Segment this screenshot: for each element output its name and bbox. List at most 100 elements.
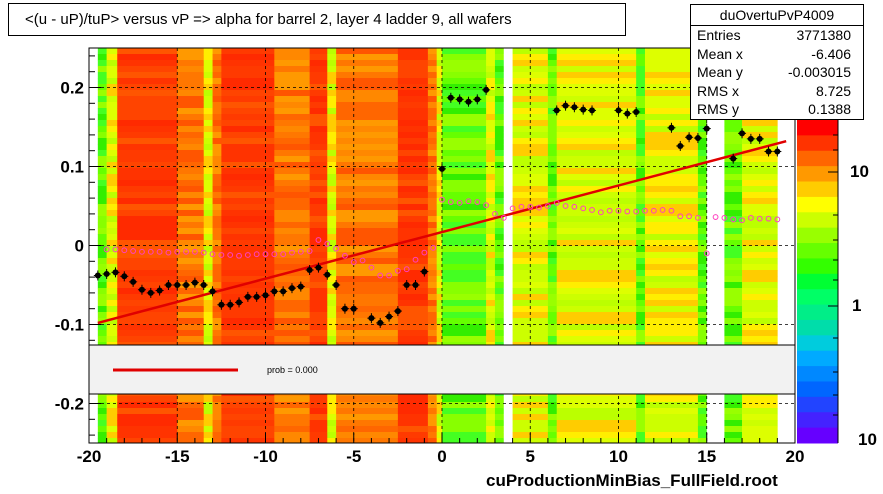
open-marker bbox=[774, 216, 781, 223]
heatmap-cell bbox=[106, 78, 118, 85]
heatmap-cell bbox=[742, 414, 778, 421]
heatmap-cell bbox=[436, 252, 443, 259]
heatmap-cell bbox=[106, 246, 118, 253]
heatmap-cell bbox=[486, 174, 496, 181]
heatmap-cell bbox=[636, 312, 646, 319]
heatmap-cell bbox=[494, 132, 505, 139]
heatmap-cell bbox=[547, 180, 558, 187]
open-marker bbox=[289, 249, 295, 256]
heatmap-cell bbox=[697, 438, 708, 444]
heatmap-cell bbox=[706, 426, 725, 433]
heatmap-cell bbox=[644, 102, 699, 109]
heatmap-cell bbox=[221, 216, 275, 223]
heatmap-cell bbox=[742, 186, 778, 193]
heatmap-cell bbox=[547, 144, 558, 151]
heatmap-cell bbox=[221, 126, 275, 133]
heatmap-cell bbox=[212, 252, 222, 259]
profile-point bbox=[209, 288, 216, 295]
heatmap-cell bbox=[742, 246, 778, 253]
heatmap-cell bbox=[97, 174, 107, 181]
x-tick-label: -5 bbox=[346, 447, 361, 466]
heatmap-cell bbox=[706, 264, 725, 271]
heatmap-cell bbox=[309, 168, 328, 175]
heatmap-cell bbox=[327, 318, 337, 325]
heatmap-cell bbox=[512, 180, 549, 187]
heatmap-cell bbox=[97, 72, 107, 79]
heatmap-cell bbox=[336, 234, 399, 241]
heatmap-cell bbox=[442, 240, 487, 247]
heatmap-cell bbox=[442, 126, 487, 133]
heatmap-cell bbox=[636, 276, 646, 283]
open-marker bbox=[324, 241, 331, 247]
open-marker-series bbox=[103, 196, 781, 279]
heatmap-cell bbox=[547, 270, 558, 277]
heatmap-cell bbox=[274, 126, 310, 133]
heatmap-cell bbox=[556, 96, 637, 103]
profile-point bbox=[112, 269, 119, 276]
x-tick-label: 15 bbox=[697, 447, 716, 466]
heatmap-cell bbox=[494, 270, 505, 277]
colorbar-segment bbox=[797, 381, 838, 398]
heatmap-cell bbox=[636, 90, 646, 97]
heatmap-cell bbox=[697, 234, 708, 241]
heatmap-cell bbox=[512, 162, 549, 169]
heatmap-cell bbox=[697, 174, 708, 181]
heatmap-cell bbox=[117, 438, 178, 444]
heatmap-cell bbox=[512, 246, 549, 253]
heatmap-cell bbox=[336, 48, 399, 55]
heatmap-cell bbox=[177, 414, 205, 421]
heatmap-cell bbox=[309, 426, 328, 433]
heatmap-cell bbox=[486, 222, 496, 229]
heatmap-cell bbox=[636, 66, 646, 73]
open-marker bbox=[200, 249, 207, 256]
heatmap-cell bbox=[221, 78, 275, 85]
open-marker bbox=[271, 251, 278, 258]
heatmap-cell bbox=[274, 180, 310, 187]
heatmap-cell bbox=[742, 192, 778, 199]
heatmap-cell bbox=[427, 180, 438, 187]
heatmap-cell bbox=[309, 396, 328, 403]
heatmap-cell bbox=[397, 318, 429, 325]
profile-point bbox=[156, 287, 163, 294]
heatmap-cell bbox=[636, 270, 646, 277]
heatmap-cell bbox=[97, 48, 107, 55]
heatmap-cell bbox=[309, 204, 328, 211]
heatmap-cell bbox=[436, 240, 443, 247]
heatmap-cell bbox=[697, 144, 708, 151]
heatmap-cell bbox=[724, 282, 743, 289]
heatmap-cell bbox=[177, 192, 205, 199]
heatmap-cell bbox=[486, 312, 496, 319]
heatmap-cell bbox=[697, 138, 708, 145]
heatmap-cell bbox=[742, 234, 778, 241]
open-marker bbox=[509, 205, 516, 212]
heatmap-cell bbox=[486, 306, 496, 313]
heatmap-cell bbox=[697, 312, 708, 319]
heatmap-cell bbox=[221, 48, 275, 55]
heatmap-cell bbox=[177, 324, 205, 331]
heatmap-cell bbox=[636, 138, 646, 145]
heatmap-cell bbox=[556, 408, 637, 415]
heatmap-cell bbox=[336, 192, 399, 199]
heatmap-cell bbox=[742, 180, 778, 187]
heatmap-cell bbox=[486, 420, 496, 427]
heatmap-cell bbox=[427, 54, 438, 61]
heatmap-cell bbox=[547, 252, 558, 259]
profile-point bbox=[421, 268, 428, 275]
heatmap-cell bbox=[309, 174, 328, 181]
heatmap-cell bbox=[274, 402, 310, 409]
heatmap-cell bbox=[203, 168, 213, 175]
heatmap-cell bbox=[327, 120, 337, 127]
open-marker bbox=[147, 248, 154, 255]
heatmap-cell bbox=[221, 426, 275, 433]
heatmap-cell bbox=[442, 138, 487, 145]
heatmap-cell bbox=[547, 48, 558, 55]
heatmap-cell bbox=[706, 168, 725, 175]
heatmap-cell bbox=[427, 144, 438, 151]
heatmap-cell bbox=[177, 258, 205, 265]
heatmap-cell bbox=[436, 258, 443, 265]
heatmap-cell bbox=[177, 252, 205, 259]
heatmap-cell bbox=[442, 270, 487, 277]
heatmap-cell bbox=[397, 264, 429, 271]
heatmap-cell bbox=[106, 84, 118, 91]
open-marker bbox=[103, 246, 110, 253]
